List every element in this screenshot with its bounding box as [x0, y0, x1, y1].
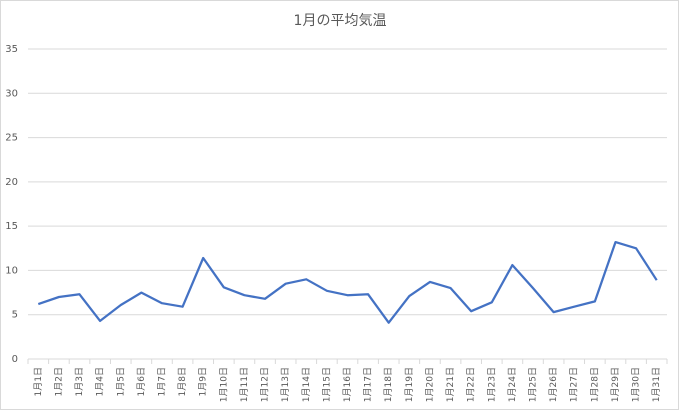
x-tick-label: 1月30日 — [631, 367, 642, 402]
x-tick-label: 1月29日 — [610, 367, 621, 402]
x-tick-label: 1月15日 — [321, 367, 332, 402]
x-tick-label: 1月5日 — [115, 367, 126, 396]
x-tick-label: 1月4日 — [95, 367, 106, 396]
x-tick-label: 1月8日 — [177, 367, 188, 396]
x-tick-label: 1月13日 — [280, 367, 291, 402]
x-tick-label: 1月3日 — [74, 367, 85, 396]
x-tick-label: 1月14日 — [301, 367, 312, 402]
x-tick-label: 1月31日 — [651, 367, 662, 402]
y-tick-label: 10 — [5, 265, 18, 276]
x-tick-label: 1月18日 — [383, 367, 394, 402]
x-tick-label: 1月25日 — [528, 367, 539, 402]
y-tick-label: 15 — [5, 221, 18, 232]
x-tick-label: 1月27日 — [569, 367, 580, 402]
y-tick-label: 5 — [12, 310, 18, 321]
y-tick-label: 30 — [5, 88, 18, 99]
x-tick-label: 1月7日 — [156, 367, 167, 396]
x-tick-label: 1月2日 — [53, 367, 64, 396]
x-tick-label: 1月19日 — [404, 367, 415, 402]
x-tick-label: 1月16日 — [342, 367, 353, 402]
x-tick-label: 1月10日 — [218, 367, 229, 402]
x-tick-label: 1月6日 — [136, 367, 147, 396]
x-tick-label: 1月22日 — [466, 367, 477, 402]
y-tick-label: 20 — [5, 177, 18, 188]
y-tick-label: 35 — [5, 44, 18, 55]
x-tick-label: 1月12日 — [260, 367, 271, 402]
x-tick-label: 1月20日 — [424, 367, 435, 402]
y-tick-label: 25 — [5, 133, 18, 144]
x-tick-label: 1月9日 — [198, 367, 209, 396]
x-tick-label: 1月28日 — [589, 367, 600, 402]
x-tick-label: 1月11日 — [239, 367, 250, 402]
x-tick-label: 1月23日 — [486, 367, 497, 402]
y-tick-label: 0 — [12, 354, 18, 365]
x-tick-label: 1月21日 — [445, 367, 456, 402]
x-tick-label: 1月26日 — [548, 367, 559, 402]
x-tick-label: 1月24日 — [507, 367, 518, 402]
chart-title: 1月の平均気温 — [294, 13, 387, 29]
x-tick-label: 1月17日 — [363, 367, 374, 402]
data-line — [37, 240, 658, 324]
x-tick-label: 1月1日 — [33, 367, 44, 396]
